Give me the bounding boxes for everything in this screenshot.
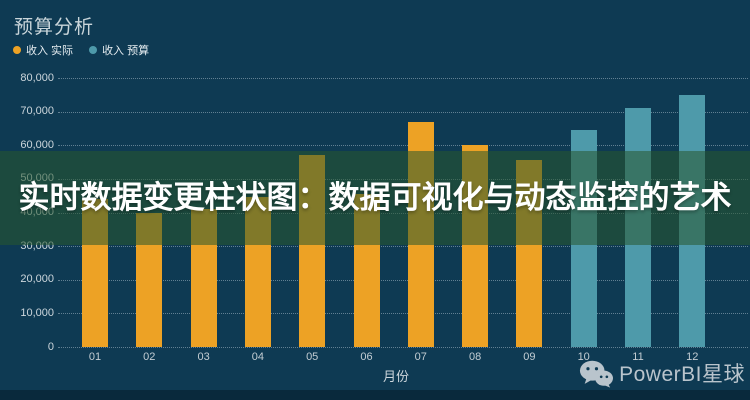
legend-item-budget[interactable]: 收入 预算: [89, 42, 149, 58]
gridline-20000: [58, 279, 748, 281]
x-axis-label-03: 03: [197, 351, 210, 363]
gridline-80000: [58, 78, 748, 79]
y-axis-label: 70,000: [20, 105, 54, 118]
y-axis-label: 60,000: [20, 138, 54, 151]
bottom-strip: [0, 390, 750, 400]
chart-legend: 收入 实际 收入 预算: [13, 42, 149, 58]
x-axis-label-05: 05: [306, 351, 319, 363]
legend-label-actual: 收入 实际: [26, 45, 74, 57]
legend-dot-budget-icon: [89, 46, 98, 54]
gridline-70000: [58, 111, 748, 113]
watermark-text: PowerBI星球: [619, 363, 745, 386]
watermark: PowerBI星球: [579, 358, 745, 388]
wechat-icon: [580, 360, 614, 388]
x-axis-label-01: 01: [88, 351, 102, 363]
gridline-30000: [58, 246, 748, 248]
headline-text: 实时数据变更柱状图：数据可视化与动态监控的艺术: [18, 180, 732, 216]
x-axis-label-06: 06: [360, 351, 373, 363]
legend-label-budget: 收入 预算: [102, 45, 150, 57]
x-axis-label-02: 02: [143, 351, 156, 363]
x-axis-label-04: 04: [251, 351, 265, 363]
y-axis-label: 80,000: [20, 71, 54, 84]
x-axis-label-12: 12: [686, 351, 699, 363]
gridline-0: [58, 347, 748, 348]
x-axis-label-11: 11: [632, 351, 644, 363]
y-axis-label: 20,000: [20, 273, 54, 286]
gridline-60000: [58, 145, 748, 147]
y-axis-label: 0: [47, 340, 54, 353]
x-axis-label-08: 08: [468, 351, 482, 363]
x-axis-title: 月份: [382, 369, 409, 384]
x-axis-label-07: 07: [414, 351, 427, 363]
legend-item-actual[interactable]: 收入 实际: [13, 42, 73, 58]
gridline-10000: [58, 313, 748, 315]
x-axis-label-10: 10: [577, 351, 590, 363]
chart-title: 预算分析: [14, 17, 95, 38]
x-axis-label-09: 09: [523, 351, 536, 363]
headline-overlay-banner: 实时数据变更柱状图：数据可视化与动态监控的艺术: [0, 151, 750, 245]
legend-dot-actual-icon: [13, 46, 21, 54]
y-axis-label: 10,000: [20, 306, 54, 319]
